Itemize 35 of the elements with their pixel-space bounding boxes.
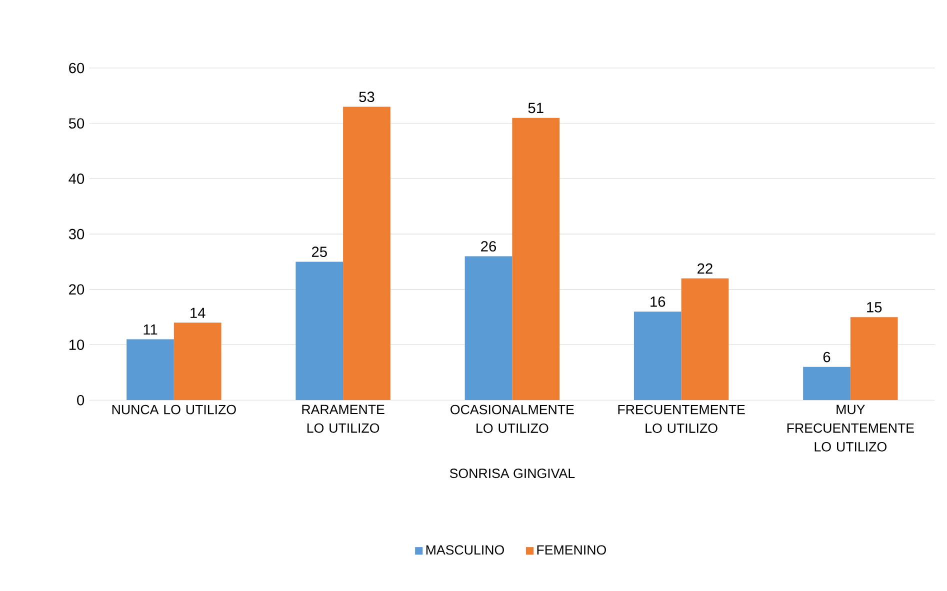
bar <box>681 278 729 400</box>
x-axis-title: SONRISA GINGIVAL <box>450 468 575 478</box>
legend-label: FEMENINO <box>537 545 606 555</box>
x-tick-label: MUY FRECUENTEMENTE LO UTILIZO <box>787 404 914 452</box>
y-tick-label: 10 <box>69 340 84 350</box>
y-tick-label: 40 <box>68 174 84 184</box>
y-tick-label: 20 <box>69 284 84 295</box>
bar <box>464 256 512 400</box>
data-label: 15 <box>867 302 882 312</box>
data-label: 16 <box>650 296 666 307</box>
x-tick-label: FRECUENTEMENTE LO UTILIZO <box>618 404 745 434</box>
bar <box>803 366 850 400</box>
bar <box>634 312 682 400</box>
data-label: 26 <box>481 241 496 252</box>
y-tick-label: 30 <box>68 228 84 240</box>
bar <box>512 118 560 400</box>
bar <box>850 317 898 400</box>
data-label: 14 <box>190 308 206 318</box>
bar <box>343 106 390 400</box>
legend-label: MASCULINO <box>426 545 504 555</box>
data-label: 22 <box>698 263 712 274</box>
y-tick-label: 0 <box>77 395 84 406</box>
data-label: 11 <box>144 324 158 335</box>
data-label: 25 <box>312 246 327 258</box>
bar <box>174 322 222 400</box>
bar <box>126 339 174 400</box>
data-label: 53 <box>359 92 374 102</box>
bar <box>296 262 344 400</box>
x-tick-label: NUNCA LO UTILIZO <box>112 404 236 414</box>
y-tick-label: 50 <box>68 118 84 129</box>
x-tick-label: RARAMENTE LO UTILIZO <box>302 404 384 433</box>
data-label: 51 <box>528 102 544 114</box>
x-tick-label: OCASIONALMENTE LO UTILIZO <box>450 404 574 434</box>
y-tick-label: 60 <box>69 62 84 74</box>
data-label: 6 <box>823 352 830 362</box>
